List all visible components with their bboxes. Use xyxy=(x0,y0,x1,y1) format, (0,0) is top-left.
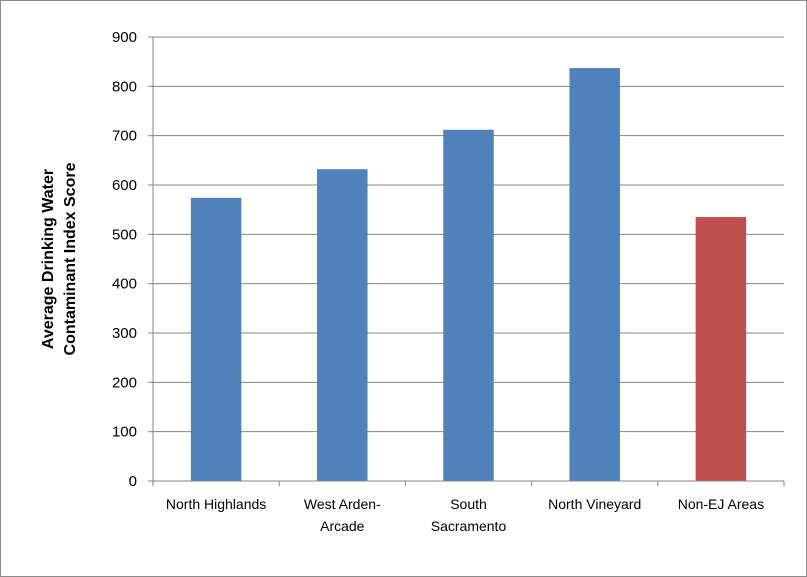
x-category-label: West Arden- xyxy=(304,496,381,512)
y-tick-label: 500 xyxy=(112,226,137,243)
axes xyxy=(148,36,785,486)
bars xyxy=(190,68,747,482)
y-tick-label: 900 xyxy=(112,29,137,46)
y-axis-title: Average Drinking Water Contaminant Index … xyxy=(40,162,79,355)
bar-1 xyxy=(317,169,368,482)
bar-2 xyxy=(443,129,494,481)
y-axis-title-line: Average Drinking Water xyxy=(40,169,57,349)
bar-4 xyxy=(695,217,747,482)
axis-labels: 0 100 200 300 400 500 600 700 800 900 North Highla… xyxy=(40,29,764,534)
y-axis-title-line: Contaminant Index Score xyxy=(62,162,79,355)
y-tick-label: 100 xyxy=(112,424,137,441)
x-category-label: North Highlands xyxy=(166,496,266,512)
bar-3 xyxy=(569,68,620,481)
y-tick-label: 600 xyxy=(112,177,137,194)
x-category-label: Arcade xyxy=(320,518,365,534)
y-tick-label: 700 xyxy=(112,128,137,145)
y-tick-label: 0 xyxy=(129,473,137,490)
bar-0 xyxy=(190,197,242,481)
y-tick-label: 400 xyxy=(112,276,137,293)
x-category-label: South xyxy=(450,496,487,512)
x-category-label: Sacramento xyxy=(431,518,507,534)
y-tick-label: 200 xyxy=(112,374,137,391)
y-tick-label: 300 xyxy=(112,325,137,342)
x-category-label: North Vineyard xyxy=(548,496,641,512)
y-tick-label: 800 xyxy=(112,78,137,95)
x-category-label: Non-EJ Areas xyxy=(678,496,764,512)
